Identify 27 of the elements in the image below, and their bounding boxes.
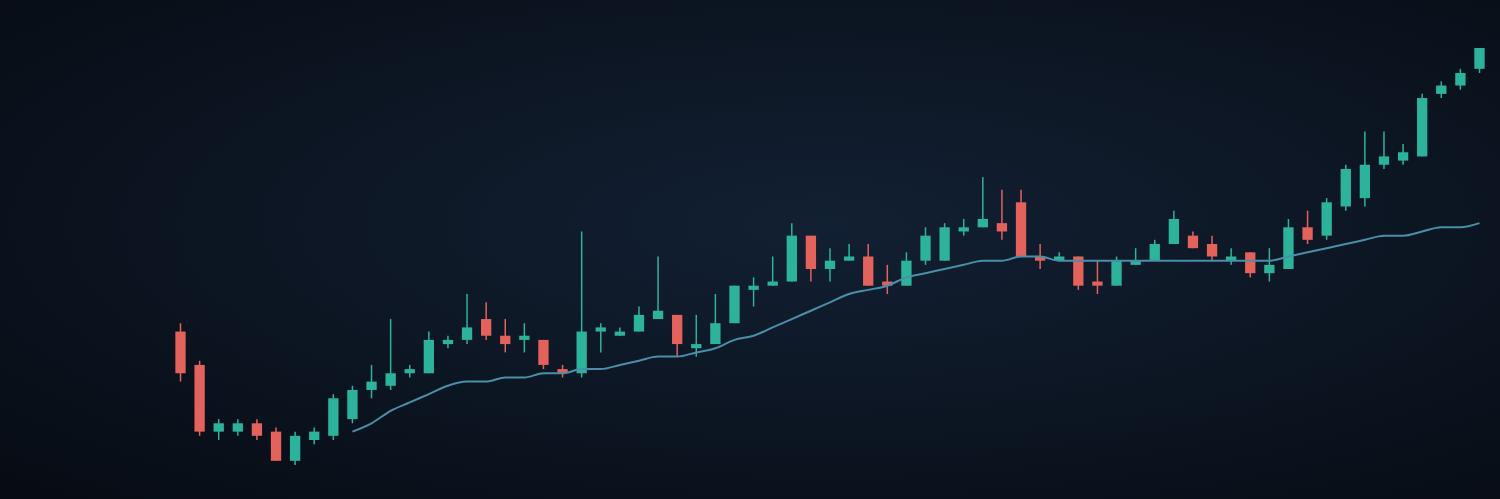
- candlestick: [1302, 209, 1313, 245]
- candlestick: [996, 189, 1008, 241]
- candlestick: [366, 364, 377, 400]
- candlestick: [500, 318, 511, 354]
- candlestick: [1378, 130, 1390, 170]
- candlestick: [1264, 247, 1275, 283]
- candlestick: [824, 247, 836, 283]
- candlestick: [633, 305, 645, 333]
- candlestick: [461, 293, 473, 345]
- candlestick: [213, 418, 224, 441]
- candlestick: [1455, 68, 1466, 91]
- candlestick: [1397, 143, 1409, 166]
- candlestick: [652, 255, 664, 320]
- candlestick: [1092, 259, 1103, 295]
- candlestick: [843, 243, 855, 262]
- candlestick: [595, 322, 606, 354]
- candlestick: [480, 301, 492, 341]
- candlestick: [977, 176, 988, 229]
- candlestick: [1474, 47, 1485, 74]
- candlestick: [691, 314, 702, 358]
- candlestick: [748, 276, 759, 308]
- candlestick: [519, 322, 530, 354]
- candlestick: [710, 293, 721, 345]
- candlestick: [1206, 234, 1218, 262]
- candlestick: [385, 318, 396, 391]
- candlestick: [767, 255, 778, 287]
- candlestick: [251, 418, 263, 441]
